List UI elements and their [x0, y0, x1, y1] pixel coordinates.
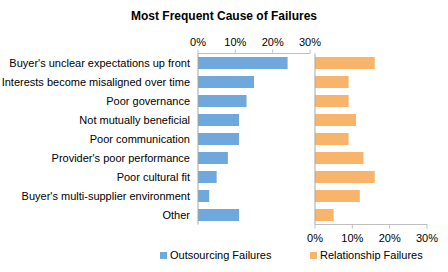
bar — [315, 114, 356, 126]
x-tick-label: 0% — [190, 36, 206, 48]
x-tick — [272, 50, 273, 54]
x-axis-line — [315, 224, 427, 225]
x-tick-label: 30% — [299, 36, 321, 48]
chart-title: Most Frequent Cause of Failures — [131, 9, 317, 23]
x-tick — [389, 225, 390, 229]
bar — [198, 76, 254, 88]
x-tick — [235, 50, 236, 54]
legend-label: Relationship Failures — [320, 249, 423, 261]
bar — [198, 133, 239, 145]
x-tick-label: 10% — [341, 232, 363, 244]
x-tick — [315, 225, 316, 229]
category-label: Other — [162, 209, 190, 221]
x-axis-line — [198, 53, 310, 54]
category-label: Poor governance — [106, 95, 190, 107]
category-label: Provider's poor performance — [52, 152, 190, 164]
x-tick-label: 10% — [224, 36, 246, 48]
category-label: Poor cultural fit — [117, 171, 190, 183]
category-label: Buyer's unclear expectations up front — [9, 57, 190, 69]
x-tick-label: 30% — [416, 232, 438, 244]
legend-swatch — [160, 252, 167, 259]
category-label: Buyer's multi-supplier environment — [22, 190, 190, 202]
bar — [198, 114, 239, 126]
x-tick-label: 20% — [262, 36, 284, 48]
legend-swatch — [310, 252, 317, 259]
category-label: Interests become misaligned over time — [2, 76, 190, 88]
bar — [315, 190, 360, 202]
x-tick — [352, 225, 353, 229]
value-axis-line — [198, 54, 199, 225]
bar — [315, 95, 349, 107]
bar — [315, 209, 334, 221]
bars-group — [198, 57, 288, 221]
bar — [315, 171, 375, 183]
chart-svg: Most Frequent Cause of Failures Buyer's u… — [0, 0, 448, 272]
x-tick-label: 20% — [379, 232, 401, 244]
legend-label: Outsourcing Failures — [170, 249, 272, 261]
bar — [315, 152, 364, 164]
x-tick — [198, 50, 199, 54]
x-tick — [310, 50, 311, 54]
bar — [198, 57, 288, 69]
bar — [315, 57, 375, 69]
bar — [198, 190, 209, 202]
bar — [198, 171, 217, 183]
category-label: Poor communication — [90, 133, 190, 145]
bar — [198, 95, 247, 107]
bar — [315, 133, 349, 145]
bar — [198, 152, 228, 164]
x-tick-label: 0% — [307, 232, 323, 244]
x-tick — [427, 225, 428, 229]
category-label: Not mutually beneficial — [79, 114, 190, 126]
chart-container: Most Frequent Cause of Failures Buyer's u… — [0, 0, 448, 272]
bar — [315, 76, 349, 88]
value-axis-line — [315, 54, 316, 225]
bar — [198, 209, 239, 221]
bars-group — [315, 57, 375, 221]
